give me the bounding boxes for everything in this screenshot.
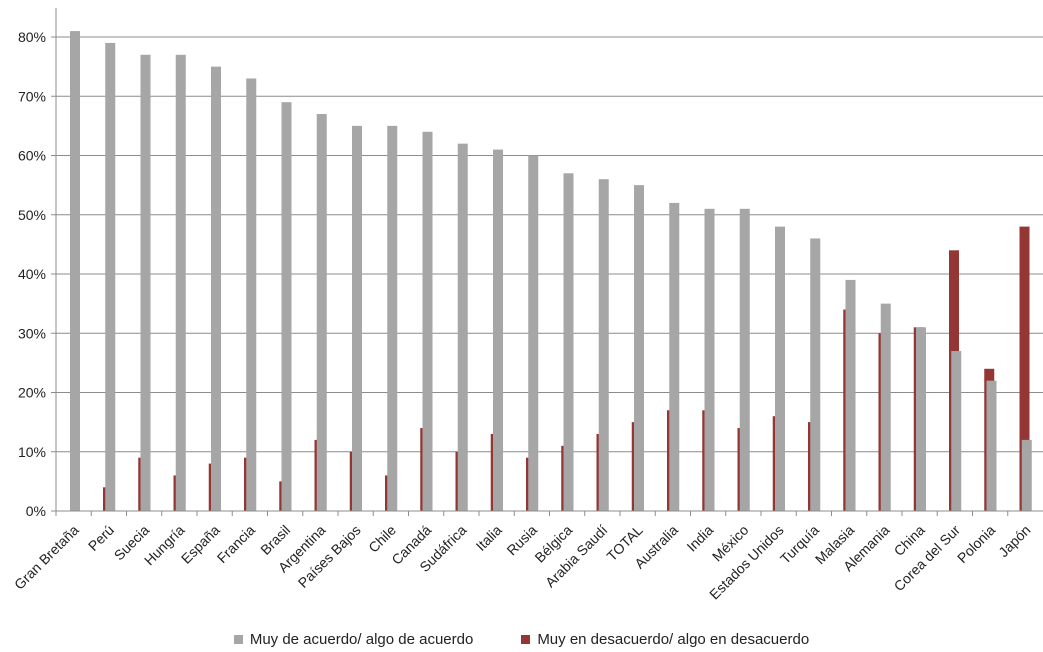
x-tick-label: Polonia <box>954 522 998 566</box>
legend-item-agree: Muy de acuerdo/ algo de acuerdo <box>233 628 474 650</box>
x-tick-label: Italia <box>473 522 505 554</box>
y-tick-label: 80% <box>18 29 46 45</box>
legend-item-disagree: Muy en desacuerdo/ algo en desacuerdo <box>521 628 809 650</box>
bar-agree <box>810 238 821 511</box>
y-tick-label: 40% <box>18 266 46 282</box>
bar-agree <box>986 380 997 511</box>
bar-agree <box>70 31 80 511</box>
bar-agree <box>1021 439 1032 511</box>
bar-agree <box>739 208 750 511</box>
legend-label-disagree: Muy en desacuerdo/ algo en desacuerdo <box>537 630 810 648</box>
bar-agree <box>316 114 327 512</box>
bar-agree <box>951 351 962 511</box>
bar-agree <box>598 179 609 511</box>
bar-agree <box>387 125 398 511</box>
bar-agree <box>916 327 926 511</box>
bar-disagree <box>1019 226 1030 511</box>
legend: Muy de acuerdo/ algo de acuerdo Muy en d… <box>0 628 1043 650</box>
x-tick-label: España <box>178 522 223 567</box>
bar-agree <box>704 208 715 511</box>
bar-agree <box>140 54 151 512</box>
bar-agree <box>563 173 574 511</box>
bar-agree <box>422 131 433 512</box>
bar-agree <box>281 102 292 512</box>
bar-agree <box>352 125 362 511</box>
x-tick-label: Francia <box>214 522 258 566</box>
bar-agree <box>775 226 785 511</box>
bar-agree <box>880 303 891 511</box>
y-tick-label: 70% <box>18 88 46 104</box>
legend-swatch-disagree <box>521 634 531 644</box>
y-tick-label: 30% <box>18 325 46 341</box>
bar-agree <box>528 155 539 511</box>
bar-agree <box>493 149 503 511</box>
bar-chart: 0%10%20%30%40%50%60%70%80%Gran Bretaña Pe… <box>11 8 1043 602</box>
bar-agree <box>211 66 221 511</box>
bar-agree <box>457 143 468 511</box>
bar-agree <box>845 279 856 511</box>
bar-agree <box>669 202 680 511</box>
x-tick-label: Gran Bretaña <box>11 522 82 593</box>
y-tick-label: 20% <box>18 385 46 401</box>
bar-agree <box>175 54 186 512</box>
bar-agree <box>105 42 116 512</box>
legend-swatch-agree <box>233 634 243 644</box>
legend-label-agree: Muy de acuerdo/ algo de acuerdo <box>249 630 474 648</box>
bar-agree <box>246 78 257 511</box>
x-tick-label: Japón <box>995 522 1033 560</box>
y-tick-label: 60% <box>18 148 46 164</box>
x-tick-label: Hungría <box>141 522 188 569</box>
bar-agree <box>634 185 644 511</box>
y-tick-label: 50% <box>18 207 46 223</box>
y-tick-label: 0% <box>26 503 46 519</box>
y-tick-label: 10% <box>18 444 46 460</box>
